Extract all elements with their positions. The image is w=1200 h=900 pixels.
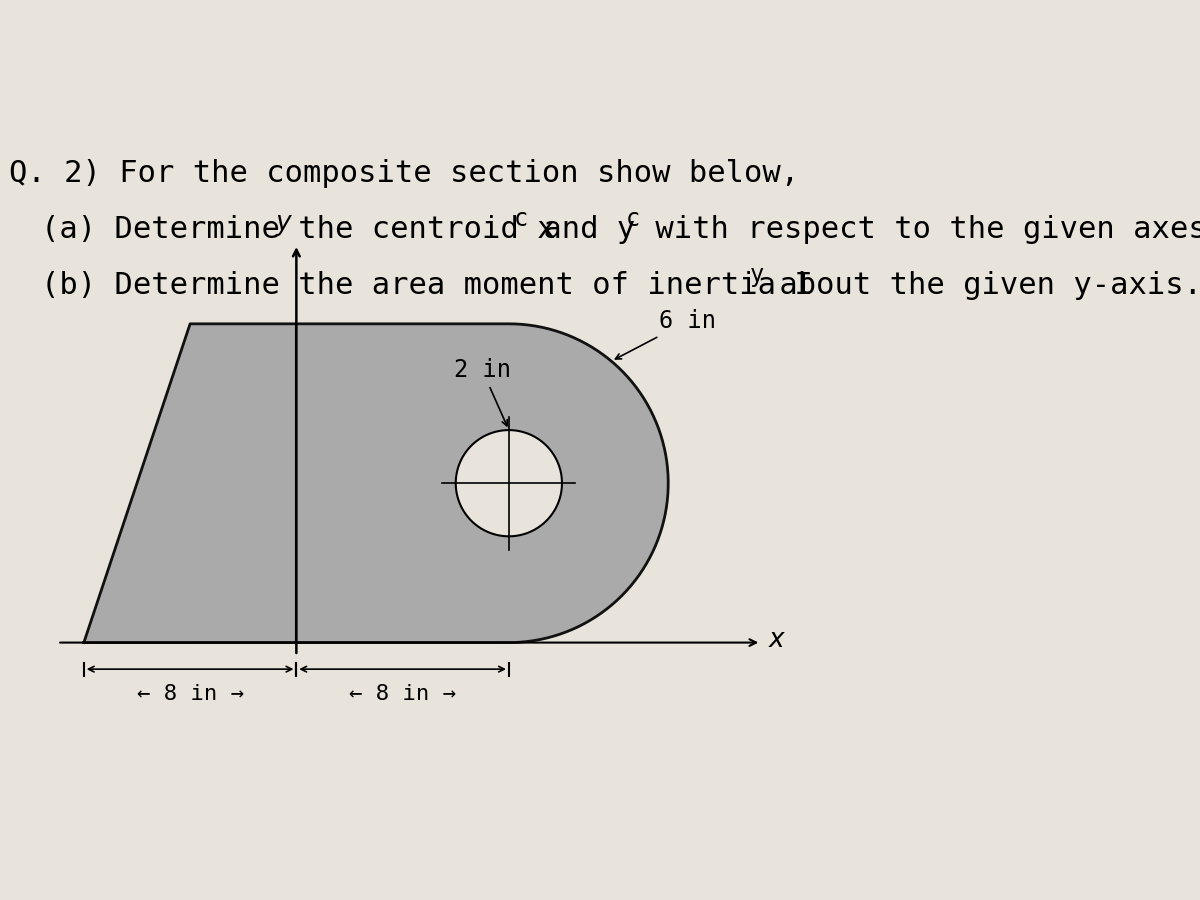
Text: 6 in: 6 in (616, 310, 716, 359)
Polygon shape (84, 324, 668, 643)
Polygon shape (456, 430, 562, 536)
Text: (a) Determine the centroid x: (a) Determine the centroid x (41, 215, 556, 244)
Text: ← 8 in →: ← 8 in → (349, 684, 456, 704)
Text: Q. 2) For the composite section show below,: Q. 2) For the composite section show bel… (10, 159, 799, 188)
Text: x: x (769, 627, 785, 652)
Text: about the given y-axis.: about the given y-axis. (761, 271, 1200, 300)
Text: with respect to the given axes.: with respect to the given axes. (637, 215, 1200, 244)
Text: 2 in: 2 in (454, 358, 511, 426)
Text: ← 8 in →: ← 8 in → (137, 684, 244, 704)
Text: and y: and y (524, 215, 635, 244)
Text: c: c (626, 208, 640, 231)
Text: y: y (750, 264, 764, 287)
Text: c: c (514, 208, 528, 231)
Text: y: y (275, 211, 290, 236)
Text: (b) Determine the area moment of inertia I: (b) Determine the area moment of inertia… (41, 271, 814, 300)
